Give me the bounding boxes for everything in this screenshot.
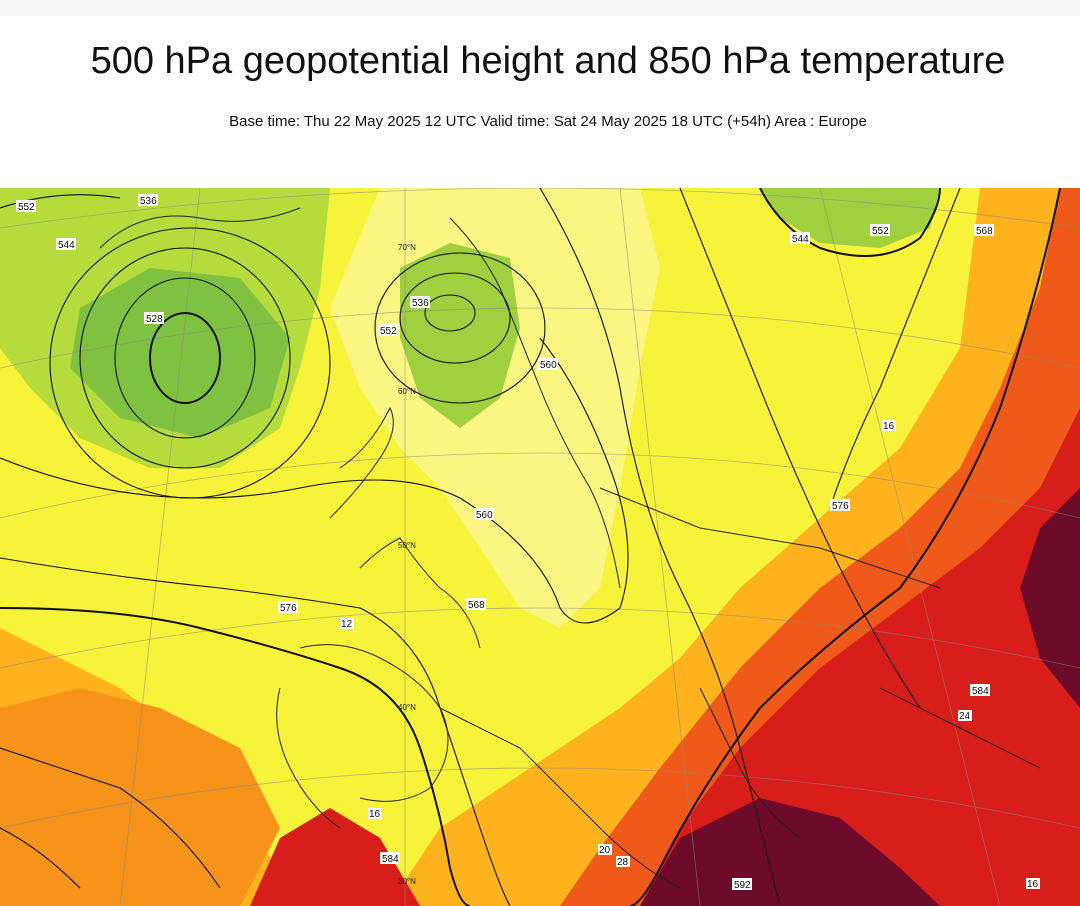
svg-text:28: 28: [617, 857, 629, 868]
height-label: 576: [278, 601, 298, 614]
height-label: 592: [732, 878, 752, 891]
temperature-label: 24: [958, 710, 972, 722]
temperature-label: 16: [1026, 878, 1040, 890]
height-label: 560: [538, 358, 558, 371]
svg-text:544: 544: [792, 234, 809, 245]
map-canvas: 552 536 544 528 536 552 560 560 568 576 …: [0, 188, 1080, 906]
temperature-field-dark-red-south: [640, 798, 940, 906]
svg-text:536: 536: [412, 298, 429, 309]
height-label: 536: [410, 296, 430, 309]
latitude-label: 50°N: [398, 541, 416, 550]
temperature-label: 20: [598, 844, 612, 856]
height-label: 568: [466, 598, 486, 611]
svg-text:584: 584: [972, 686, 989, 697]
height-label: 536: [138, 194, 158, 207]
svg-text:20: 20: [599, 845, 611, 856]
svg-text:560: 560: [540, 360, 557, 371]
svg-text:560: 560: [476, 510, 493, 521]
height-label: 576: [830, 499, 850, 512]
svg-text:552: 552: [872, 226, 889, 237]
svg-text:552: 552: [18, 202, 35, 213]
svg-text:584: 584: [382, 854, 399, 865]
latitude-label: 30°N: [398, 877, 416, 886]
svg-text:568: 568: [468, 600, 485, 611]
height-label: 528: [144, 312, 164, 325]
temperature-field-red-southwest: [250, 808, 420, 906]
temperature-field-green-scandinavia: [400, 243, 520, 428]
top-bar: [0, 0, 1080, 16]
svg-text:16: 16: [369, 809, 381, 820]
latitude-label: 60°N: [398, 387, 416, 396]
graticule: [0, 188, 1080, 906]
svg-text:24: 24: [959, 711, 971, 722]
height-label-group: 552 536 544 528 536 552 560 560 568 576 …: [16, 194, 994, 891]
svg-text:576: 576: [832, 501, 849, 512]
height-label: 552: [16, 200, 36, 213]
latitude-labels: 70°N 60°N 50°N 40°N 30°N: [398, 243, 416, 886]
temperature-label: 16: [368, 808, 382, 820]
height-label: 552: [870, 224, 890, 237]
svg-text:544: 544: [58, 240, 75, 251]
temperature-field-red: [640, 408, 1080, 906]
temperature-label-group: 12 16 16 20 28 24 16: [340, 420, 1040, 890]
temperature-label: 16: [882, 420, 896, 432]
chart-title: 500 hPa geopotential height and 850 hPa …: [90, 40, 1006, 82]
temperature-label: 12: [340, 618, 354, 630]
svg-text:536: 536: [140, 196, 157, 207]
weather-map[interactable]: 552 536 544 528 536 552 560 560 568 576 …: [0, 188, 1080, 906]
svg-text:12: 12: [341, 619, 353, 630]
temperature-field-dark-red: [1020, 488, 1080, 708]
height-contours: [0, 188, 1061, 906]
svg-text:592: 592: [734, 880, 751, 891]
height-label: 568: [974, 224, 994, 237]
temperature-field-dark-orange: [0, 688, 280, 906]
height-label: 584: [380, 852, 400, 865]
svg-text:528: 528: [146, 314, 163, 325]
svg-text:568: 568: [976, 226, 993, 237]
chart-subtitle: Base time: Thu 22 May 2025 12 UTC Valid …: [229, 113, 867, 130]
temperature-label: 28: [616, 856, 630, 868]
height-label: 544: [790, 232, 810, 245]
height-label: 544: [56, 238, 76, 251]
latitude-label: 70°N: [398, 243, 416, 252]
svg-text:16: 16: [883, 421, 895, 432]
svg-text:552: 552: [380, 326, 397, 337]
svg-text:576: 576: [280, 603, 297, 614]
height-label: 560: [474, 508, 494, 521]
height-label: 584: [970, 684, 990, 697]
height-label: 552: [378, 324, 398, 337]
latitude-label: 40°N: [398, 703, 416, 712]
coastlines: [99, 207, 1041, 889]
temperature-field-green-west: [70, 268, 290, 438]
svg-text:16: 16: [1027, 879, 1039, 890]
